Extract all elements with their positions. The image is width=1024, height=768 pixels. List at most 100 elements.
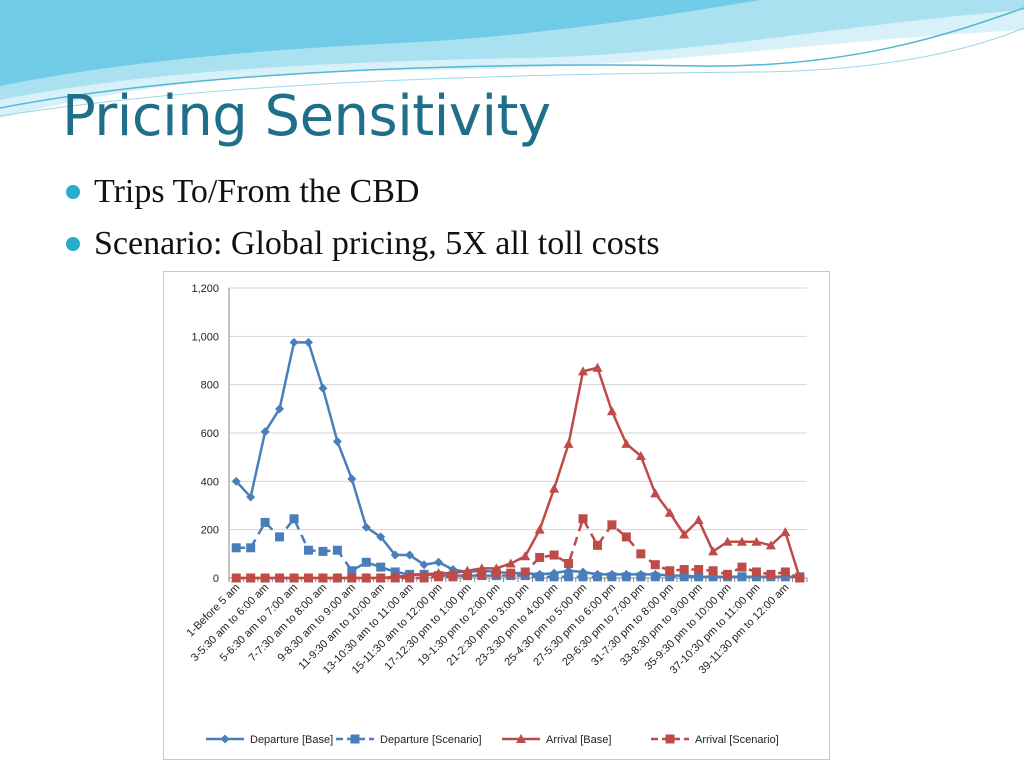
data-point xyxy=(780,527,791,537)
data-point xyxy=(289,514,299,524)
data-point xyxy=(780,572,790,582)
legend-label: Arrival [Base] xyxy=(546,734,611,746)
data-point xyxy=(723,569,733,579)
data-point xyxy=(693,515,704,524)
data-point xyxy=(621,438,632,448)
bullet-item: Scenario: Global pricing, 5X all toll co… xyxy=(62,218,660,270)
data-point xyxy=(303,573,313,583)
data-point xyxy=(563,438,574,448)
data-point xyxy=(765,540,776,550)
data-point xyxy=(347,573,357,583)
data-point xyxy=(664,507,675,517)
data-point xyxy=(636,549,646,559)
wave-line-2 xyxy=(0,27,1024,117)
data-point xyxy=(318,573,328,583)
data-point xyxy=(231,573,241,583)
data-point xyxy=(708,566,718,576)
data-point xyxy=(592,362,603,372)
data-point xyxy=(275,404,285,414)
data-point xyxy=(318,383,328,393)
data-point xyxy=(650,560,660,570)
data-point xyxy=(751,572,761,582)
bullet-list: Trips To/From the CBD Scenario: Global p… xyxy=(62,166,660,270)
data-point xyxy=(679,572,689,582)
data-point xyxy=(347,566,357,576)
data-point xyxy=(621,532,631,542)
data-point xyxy=(506,568,516,578)
data-point xyxy=(361,573,371,583)
data-point xyxy=(679,529,690,539)
data-point xyxy=(607,572,617,582)
legend-label: Departure [Base] xyxy=(250,734,333,746)
bullet-dot-icon xyxy=(66,237,80,251)
data-point xyxy=(606,406,617,416)
data-point xyxy=(520,551,531,561)
data-point xyxy=(751,536,762,546)
chart-frame: 0 200 400 600 800 1,000 1,200 1-Before 5 am 3-5:… xyxy=(163,271,830,760)
data-point xyxy=(246,543,256,553)
data-point xyxy=(246,492,256,502)
data-point xyxy=(390,550,400,560)
series-line-3 xyxy=(236,517,801,580)
bullet-text: Scenario: Global pricing, 5X all toll co… xyxy=(94,225,660,262)
data-point xyxy=(332,436,342,446)
data-point xyxy=(275,573,285,583)
data-point xyxy=(578,572,588,582)
data-point xyxy=(636,572,646,582)
bullet-dot-icon xyxy=(66,185,80,199)
data-point xyxy=(795,573,805,583)
data-point xyxy=(332,545,342,555)
data-point xyxy=(708,572,718,582)
y-tick-label: 200 xyxy=(201,525,219,537)
legend-label: Departure [Scenario] xyxy=(380,734,482,746)
y-tick-label: 1,000 xyxy=(191,331,219,343)
data-point xyxy=(405,550,415,560)
data-point xyxy=(260,573,270,583)
data-point xyxy=(751,567,761,577)
legend-label: Arrival [Scenario] xyxy=(695,734,779,746)
data-point xyxy=(665,572,675,582)
bullet-text: Trips To/From the CBD xyxy=(94,173,420,210)
data-point xyxy=(405,573,415,583)
y-tick-label: 800 xyxy=(201,380,219,392)
data-point xyxy=(535,572,545,582)
series-line-1 xyxy=(236,517,800,579)
data-point xyxy=(376,532,386,542)
data-point xyxy=(376,562,386,572)
data-point xyxy=(549,572,559,582)
data-point xyxy=(635,450,646,460)
data-point xyxy=(462,571,472,581)
data-point xyxy=(535,552,545,562)
slide-title: Pricing Sensitivity xyxy=(62,84,551,149)
y-tick-label: 400 xyxy=(201,476,219,488)
data-point xyxy=(708,546,719,556)
data-point xyxy=(318,546,328,556)
series-line-0 xyxy=(235,341,800,579)
legend-marker xyxy=(350,734,360,744)
data-point xyxy=(650,488,661,498)
data-point xyxy=(361,557,371,567)
data-point xyxy=(578,514,588,524)
data-point xyxy=(434,557,444,567)
data-point xyxy=(736,536,747,546)
series-line-2 xyxy=(236,366,801,580)
y-tick-label: 1,200 xyxy=(191,283,219,295)
data-point xyxy=(289,337,299,347)
data-point xyxy=(564,572,574,582)
data-point xyxy=(621,572,631,582)
data-point xyxy=(275,532,285,542)
data-point xyxy=(607,520,617,530)
data-point xyxy=(592,540,602,550)
legend-marker xyxy=(516,734,526,743)
data-point xyxy=(260,427,270,437)
data-point xyxy=(737,572,747,582)
data-point xyxy=(549,483,560,493)
data-point xyxy=(592,572,602,582)
data-point xyxy=(477,569,487,579)
data-point xyxy=(231,476,241,486)
data-point xyxy=(419,560,429,570)
legend-marker xyxy=(665,734,675,744)
data-point xyxy=(679,565,689,575)
